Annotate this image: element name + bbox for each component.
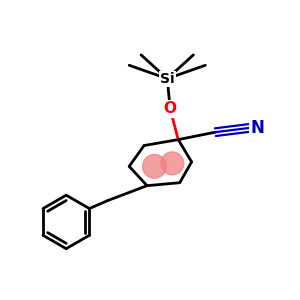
Circle shape <box>142 154 166 178</box>
Circle shape <box>161 152 184 175</box>
Text: Si: Si <box>160 72 175 86</box>
Text: N: N <box>251 119 265 137</box>
Text: O: O <box>164 101 177 116</box>
